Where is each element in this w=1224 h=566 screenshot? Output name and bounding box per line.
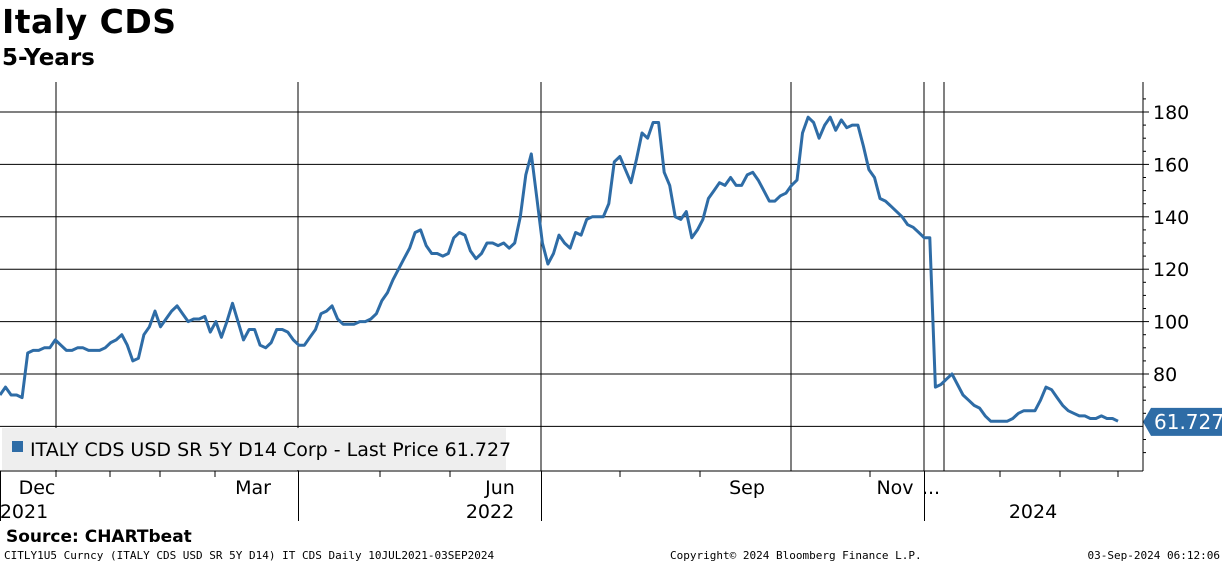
grid-lines — [0, 82, 1143, 471]
x-tick-label: Sep — [729, 477, 765, 499]
chart-title: Italy CDS — [2, 2, 177, 41]
legend-swatch — [12, 441, 23, 452]
legend-entry: ITALY CDS USD SR 5Y D14 Corp - Last Pric… — [30, 439, 511, 461]
last-price-label-text: 61.727 — [1154, 410, 1224, 434]
footer-ticker: CITLY1U5 Curncy (ITALY CDS USD SR 5Y D14… — [4, 549, 495, 562]
series-layer — [0, 115, 1119, 423]
x-tick-label: Dec — [19, 477, 56, 499]
chart-subtitle: 5-Years — [2, 45, 95, 71]
x-year-label: 2024 — [1009, 501, 1057, 523]
x-tick-label: Mar — [235, 477, 271, 499]
footer-copyright: Copyright© 2024 Bloomberg Finance L.P. — [670, 549, 922, 562]
y-tick-label: 80 — [1153, 364, 1177, 386]
source-note: Source: CHARTbeat — [6, 527, 192, 547]
y-tick-label: 140 — [1153, 207, 1189, 229]
series-line-italy-cds — [0, 115, 1119, 423]
y-tick-label: 100 — [1153, 312, 1189, 334]
legend-box — [2, 428, 506, 470]
x-tick-label: ... — [922, 477, 940, 499]
footer-timestamp: 03-Sep-2024 06:12:06 — [1087, 549, 1220, 562]
last-price-label: 61.727 — [1143, 407, 1224, 436]
x-year-label: 2021 — [0, 501, 48, 523]
y-tick-label: 180 — [1153, 102, 1189, 124]
legend: ITALY CDS USD SR 5Y D14 Corp - Last Pric… — [2, 428, 511, 470]
last-price-label-bg — [1143, 407, 1222, 436]
y-tick-label: 160 — [1153, 154, 1189, 176]
y-tick-label: 120 — [1153, 259, 1189, 281]
x-tick-label: Nov — [876, 477, 913, 499]
x-tick-label: Jun — [484, 477, 515, 499]
x-year-label: 2022 — [466, 501, 514, 523]
